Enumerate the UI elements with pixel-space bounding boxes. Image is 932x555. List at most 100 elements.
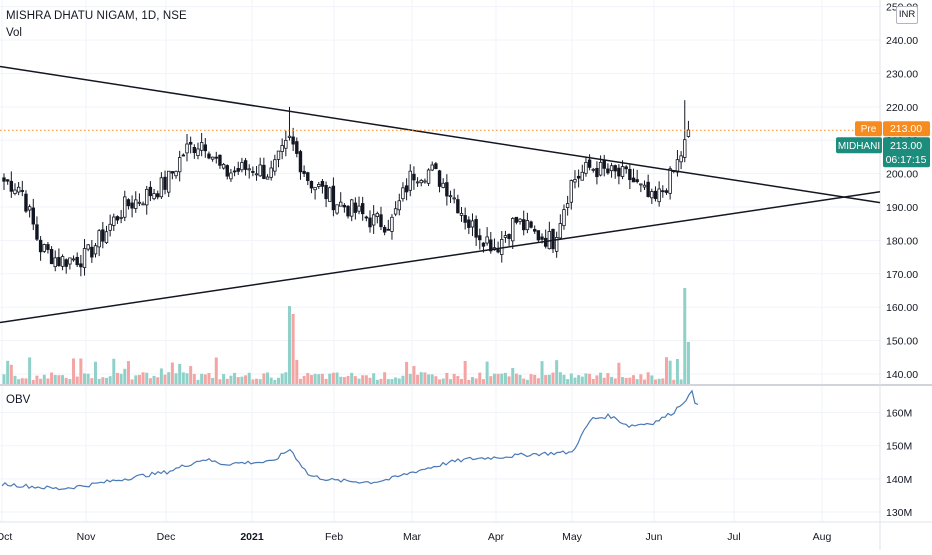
volume-bar (134, 375, 138, 384)
volume-bar (675, 359, 679, 384)
time-tick-label: Oct (0, 531, 12, 543)
candle (470, 220, 475, 228)
candle (642, 184, 647, 188)
volume-bar (653, 379, 657, 384)
time-tick-label: Dec (157, 531, 176, 543)
obv-legend[interactable]: OBV (6, 394, 31, 406)
volume-bar (496, 373, 500, 384)
volume-bar (445, 372, 449, 384)
candle (518, 218, 522, 222)
volume-bar (225, 378, 229, 384)
candle (507, 233, 511, 239)
volume-bar (562, 374, 566, 384)
time-tick-label: Feb (325, 531, 343, 543)
volume-bar (240, 376, 244, 384)
candle (177, 157, 182, 173)
volume-bar (430, 374, 434, 384)
volume-bar (514, 373, 518, 384)
obv-tick-label: 130M (886, 507, 912, 519)
candle (419, 179, 423, 184)
volume-bar (511, 367, 515, 384)
volume-bar (621, 377, 625, 384)
candle (166, 170, 171, 193)
volume-bar (679, 379, 683, 384)
volume-bar (64, 377, 68, 384)
candle (650, 191, 654, 199)
volume-bar (416, 374, 420, 384)
volume-bar (573, 377, 577, 384)
volume-bar (42, 374, 46, 384)
candle (349, 199, 354, 217)
volume-bar (53, 374, 57, 384)
volume-bar (167, 372, 171, 384)
volume-bar (456, 376, 460, 384)
volume-bar (588, 373, 592, 384)
volume-bar (90, 378, 94, 384)
candle (196, 148, 200, 156)
candle (295, 141, 299, 154)
price-tick-label: 220.00 (886, 102, 918, 114)
candle (620, 166, 625, 177)
candle (448, 195, 453, 198)
volume-bar (350, 372, 354, 384)
candle (364, 216, 369, 219)
volume-bar (68, 379, 72, 384)
currency-badge[interactable]: INR (896, 6, 918, 24)
volume-bar (481, 379, 485, 384)
volume-bar (170, 362, 174, 384)
candle (141, 203, 145, 206)
volume-bar (181, 372, 185, 384)
volume-bar (2, 374, 6, 384)
candle (115, 216, 120, 221)
candle (60, 256, 65, 267)
price-tick-label: 140.00 (886, 369, 918, 381)
candle (148, 186, 153, 197)
symbol-title[interactable]: MISHRA DHATU NIGAM, 1D, NSE (6, 10, 187, 22)
volume-bar (255, 378, 259, 384)
candle (273, 159, 277, 172)
candle (653, 190, 658, 200)
candle (467, 219, 471, 228)
volume-legend[interactable]: Vol (6, 27, 22, 39)
volume-bar (211, 377, 215, 384)
volume-bar (686, 342, 690, 384)
candle (71, 258, 76, 261)
pre-value-badge (883, 121, 930, 137)
price-tick-label: 180.00 (886, 235, 918, 247)
candle (221, 163, 226, 169)
candle (86, 244, 90, 250)
candle (430, 164, 434, 171)
candle (152, 193, 156, 200)
candle (646, 181, 650, 197)
candle (639, 183, 643, 186)
volume-bar (13, 375, 17, 384)
ticker-label: MIDHANI (838, 141, 880, 152)
volume-bar (126, 361, 130, 384)
candle (269, 167, 273, 178)
candle (320, 181, 325, 187)
candle (203, 144, 207, 152)
candle (284, 139, 288, 149)
volume-bar (529, 374, 533, 384)
candle (536, 230, 541, 241)
candle (386, 228, 390, 231)
volume-bar (386, 379, 390, 384)
candle (126, 199, 131, 207)
volume-bar (547, 374, 551, 384)
volume-bar (379, 378, 383, 384)
candle (42, 244, 46, 252)
volume-bar (525, 379, 529, 384)
volume-bar (287, 306, 291, 384)
volume-bar (606, 373, 610, 384)
volume-bar (266, 372, 270, 384)
candle (232, 170, 237, 173)
volume-bar (306, 372, 310, 384)
volume-bar (97, 378, 101, 384)
volume-bar (353, 376, 357, 384)
price-tick-label: 160.00 (886, 302, 918, 314)
volume-bar (361, 375, 365, 384)
candle (346, 205, 350, 217)
